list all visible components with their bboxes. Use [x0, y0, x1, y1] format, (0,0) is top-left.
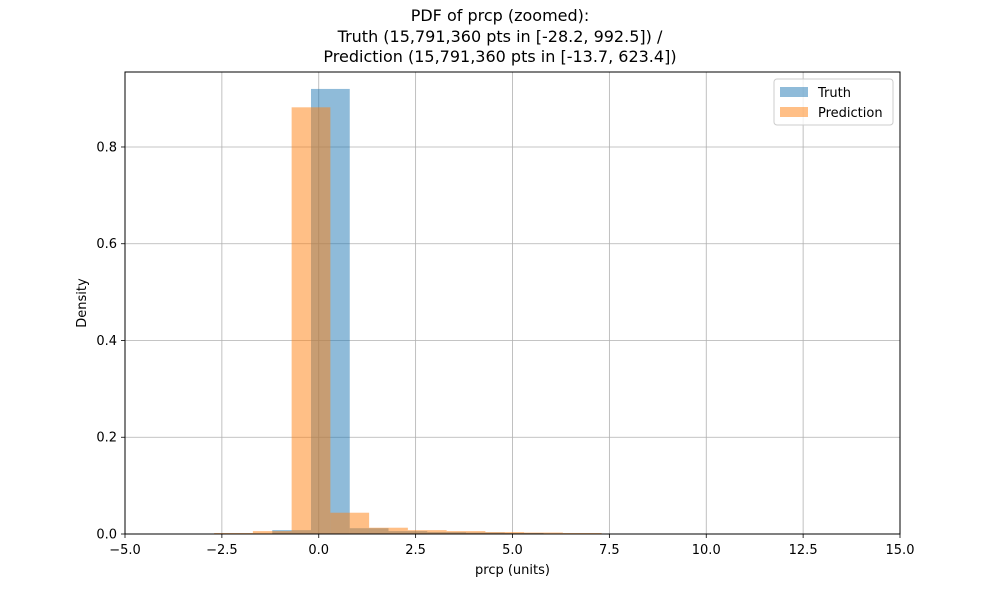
prediction-bar: [252, 531, 292, 534]
chart-title: PDF of prcp (zoomed): Truth (15,791,360 …: [0, 6, 1000, 68]
chart-title-line-2: Truth (15,791,360 pts in [-28.2, 992.5])…: [337, 26, 663, 46]
prediction-legend-swatch: [780, 107, 808, 117]
x-tick-label: 7.5: [599, 543, 620, 558]
prediction-bar: [524, 532, 563, 534]
x-axis-label: prcp (units): [475, 563, 550, 578]
prediction-bar: [446, 531, 486, 534]
grid-lines: [124, 72, 901, 535]
y-axis-label: Density: [75, 278, 90, 328]
x-tick-label: 2.5: [405, 543, 426, 558]
prediction-bar: [369, 527, 408, 534]
chart-title-line-3: Prediction (15,791,360 pts in [-13.7, 62…: [323, 47, 677, 66]
truth-legend-label: Truth: [817, 86, 851, 101]
y-tick-label: 0.6: [96, 237, 117, 252]
prediction-bar: [291, 107, 331, 534]
x-tick-label: 5.0: [502, 543, 523, 558]
x-tick-label: 15.0: [886, 543, 915, 558]
prediction-bar: [407, 530, 447, 534]
prediction-bar: [330, 512, 370, 534]
x-tick-label: −5.0: [109, 543, 141, 558]
x-axis-ticks: −5.0 −2.5 0.0 2.5 5.0 7.5 10.0 12.5 15.0: [109, 534, 914, 558]
y-tick-label: 0.8: [96, 140, 117, 155]
x-tick-label: 10.0: [692, 543, 721, 558]
y-axis-ticks: 0.0 0.2 0.4 0.6 0.8: [96, 140, 125, 543]
chart-title-line-1: PDF of prcp (zoomed):: [410, 6, 590, 25]
prediction-bar: [485, 532, 525, 534]
legend: Truth Prediction: [773, 78, 894, 126]
prediction-legend-label: Prediction: [818, 106, 883, 121]
histogram-bars: [214, 88, 900, 534]
truth-legend-swatch: [780, 87, 808, 97]
x-tick-label: 0.0: [308, 543, 329, 558]
y-tick-label: 0.4: [96, 334, 117, 349]
y-tick-label: 0.0: [96, 528, 117, 543]
x-tick-label: −2.5: [206, 543, 238, 558]
x-tick-label: 12.5: [789, 543, 818, 558]
y-tick-label: 0.2: [96, 431, 117, 446]
